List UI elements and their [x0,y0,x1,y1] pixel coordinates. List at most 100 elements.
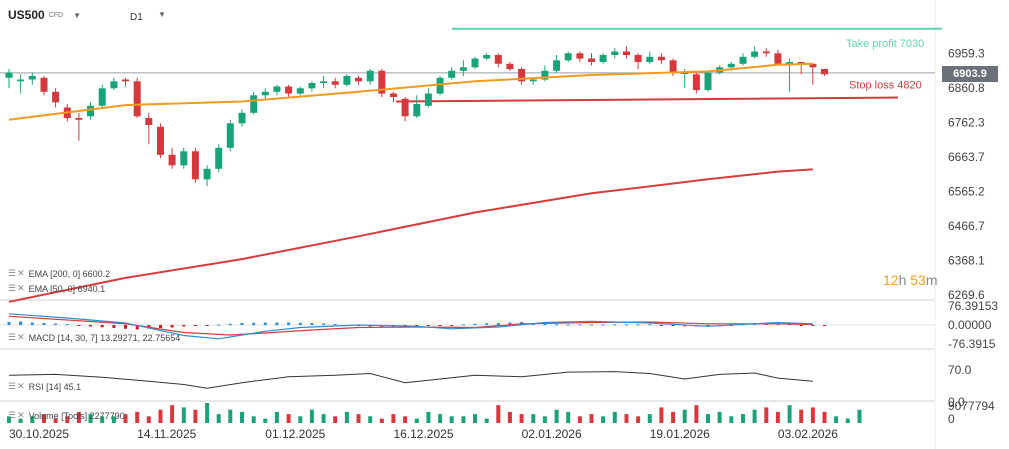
macd-histogram-bar [415,325,419,326]
macd-legend-text: MACD [14, 30, 7] 13.29271, 22.75654 [28,332,181,343]
indicator-settings-icon[interactable]: ☰✕ [8,410,26,420]
volume-axis-tick-label: 9077794 [948,399,995,413]
volume-bar [741,414,745,423]
volume-bar [682,409,687,423]
volume-bar [216,414,221,423]
timeframe-dropdown-icon[interactable]: ▼ [158,10,166,19]
price-axis-tick-label: 6565.2 [948,184,985,198]
bear-candle [40,77,48,92]
volume-bar [729,416,734,423]
macd-histogram-bar [648,324,652,326]
ema200-legend[interactable]: ☰✕ EMA [200, 0] 6600.2 [8,268,110,279]
macd-histogram-bar [426,325,430,326]
volume-bar [764,407,769,423]
volume-bar [717,411,722,423]
bull-candle [739,56,747,64]
volume-bar [333,416,338,423]
macd-histogram-bar [89,325,92,327]
macd-histogram-bar [461,324,465,326]
macd-axis-tick-label: 76.39153 [948,299,998,313]
macd-signal-line [8,315,813,336]
macd-histogram-bar [287,322,291,325]
volume-bar [135,411,140,423]
macd-histogram-bar [322,323,326,325]
macd-legend[interactable]: ☰✕ MACD [14, 30, 7] 13.29271, 22.75654 [8,332,180,343]
bear-candle [145,118,153,125]
macd-histogram-bar [135,325,139,330]
volume-bar [205,403,210,423]
macd-histogram-bar [263,322,267,325]
indicator-settings-icon[interactable]: ☰✕ [8,268,26,278]
bear-candle [75,118,83,120]
rsi-legend[interactable]: ☰✕ RSI [14] 45.1 [8,381,81,392]
bear-candle [588,58,595,62]
bull-candle [28,76,36,80]
bull-candle [599,55,607,62]
volume-bar [706,414,710,423]
bear-candle [797,62,805,64]
macd-histogram-bar [543,323,547,326]
symbol-dropdown-icon[interactable]: ▼ [73,10,82,20]
bear-candle [191,151,199,180]
macd-histogram-bar [275,322,279,325]
time-axis-tick-label: 30.10.2025 [9,427,69,441]
macd-histogram-bar [823,325,826,326]
ema50-legend[interactable]: ☰✕ EMA [50, 0] 6940.1 [8,283,105,294]
ema200-legend-text: EMA [200, 0] 6600.2 [28,268,111,279]
indicator-settings-icon[interactable]: ☰✕ [8,332,26,342]
macd-histogram-bar [205,325,209,326]
bull-candle [541,70,549,80]
volume-axis-tick-label: 0 [948,412,955,426]
bull-candle [308,83,316,89]
bear-candle [623,51,630,55]
bull-candle [87,105,94,117]
bull-candle [459,67,467,71]
bull-candle [646,56,654,63]
macd-histogram-bar [764,324,768,325]
volume-bar [461,416,466,423]
macd-histogram-bar [496,323,500,325]
price-axis-tick-label: 6663.7 [948,150,985,164]
volume-legend[interactable]: ☰✕ Volume [Tools] 2277790 [8,410,125,421]
rsi-line [8,371,813,389]
macd-histogram-bar [438,325,442,326]
volume-bar [834,416,839,423]
bear-candle [506,63,514,70]
macd-histogram-bar [217,324,221,326]
volume-bar [496,405,501,423]
macd-histogram-bar [683,325,687,327]
indicator-settings-icon[interactable]: ☰✕ [8,283,26,293]
macd-histogram-bar [601,324,605,326]
timeframe-label[interactable]: D1 [130,12,143,23]
macd-histogram-bar [30,322,34,325]
volume-bar [636,416,641,423]
volume-bar [577,416,582,423]
rsi-legend-text: RSI [14] 45.1 [28,381,82,392]
bull-candle [180,151,188,166]
countdown-hours: 12 [883,272,899,288]
volume-bar [414,418,419,423]
macd-histogram-bar [671,325,675,326]
indicator-settings-icon[interactable]: ☰✕ [8,381,26,391]
macd-histogram-bar [776,323,780,326]
time-axis-tick-label: 01.12.2025 [265,427,325,441]
macd-histogram-bar [508,322,512,325]
macd-histogram-bar [625,324,628,326]
volume-bar [566,411,571,423]
symbol-label[interactable]: US500 [8,8,45,22]
volume-bar [601,416,606,423]
bull-candle [564,53,572,61]
volume-bar [356,414,361,423]
volume-bar [368,416,373,423]
macd-histogram-bar [555,324,559,326]
volume-bar [659,407,664,423]
bull-candle [529,79,537,82]
volume-bar [30,416,35,423]
bear-candle [355,77,362,82]
macd-histogram-bar [7,322,11,325]
bull-candle [98,88,106,106]
macd-histogram-bar [659,325,663,326]
volume-bar [542,416,547,423]
